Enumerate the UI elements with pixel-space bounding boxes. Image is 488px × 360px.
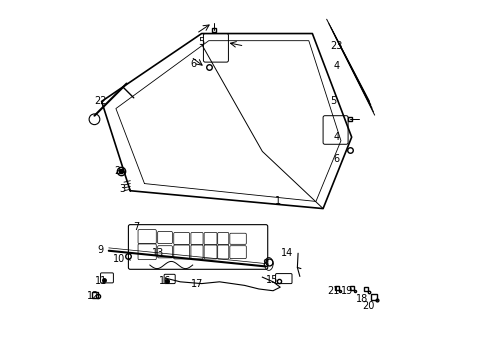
Text: 17: 17 — [191, 279, 203, 289]
Text: 6: 6 — [333, 154, 339, 163]
Text: 10: 10 — [112, 253, 124, 264]
Text: 21: 21 — [326, 287, 339, 296]
Text: 20: 20 — [362, 301, 374, 311]
Text: 16: 16 — [159, 276, 171, 286]
Text: 15: 15 — [265, 275, 278, 285]
Text: 4: 4 — [333, 132, 339, 142]
Text: 23: 23 — [330, 41, 342, 51]
Text: 19: 19 — [341, 287, 353, 296]
Text: 8: 8 — [262, 259, 268, 269]
Text: 13: 13 — [152, 248, 164, 258]
Text: 7: 7 — [133, 222, 140, 232]
Text: 5: 5 — [329, 96, 336, 107]
Text: 3: 3 — [119, 184, 125, 194]
Text: 12: 12 — [86, 291, 99, 301]
Text: 2: 2 — [114, 166, 121, 176]
Text: 22: 22 — [95, 96, 107, 107]
Text: 5: 5 — [197, 37, 203, 48]
Text: 4: 4 — [333, 61, 339, 71]
Text: 1: 1 — [275, 197, 281, 206]
Text: 14: 14 — [280, 248, 292, 258]
Text: 6: 6 — [190, 59, 197, 69]
Text: 11: 11 — [95, 276, 107, 286]
Text: 18: 18 — [355, 294, 367, 303]
Text: 9: 9 — [98, 245, 104, 255]
